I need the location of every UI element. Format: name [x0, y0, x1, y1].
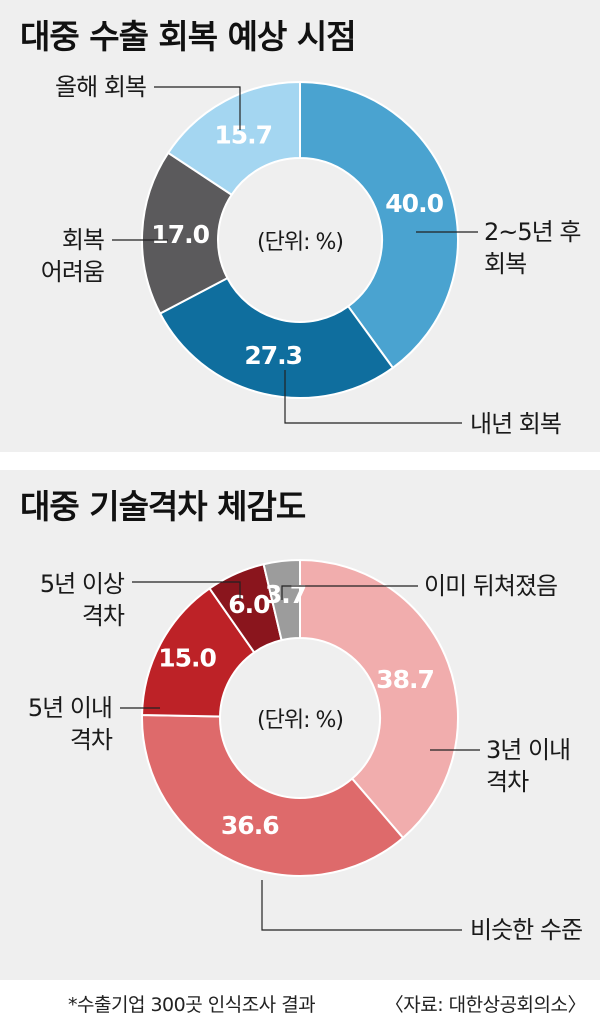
category-label: 이미 뒤쳐졌음: [424, 572, 557, 600]
leader-line: [261, 880, 462, 931]
data-label: 3.7: [265, 580, 306, 609]
data-label: 15.0: [158, 644, 216, 673]
unit-label: (단위: %): [257, 230, 343, 255]
survey-note: *수출기업 300곳 인식조사 결과: [68, 994, 316, 1016]
leader-line: [284, 370, 462, 424]
chart-title: 대중 수출 회복 예상 시점: [20, 17, 357, 56]
unit-label: (단위: %): [257, 708, 343, 733]
slice-0-1: [158, 276, 395, 399]
data-label: 38.7: [376, 665, 434, 694]
donut-chart-export-recovery: 40.0 2~5년 후 회복 27.3 내년 회복 17.0 회복 어려움 15.7 올해 회복 (…: [41, 73, 582, 438]
chart-title: 대중 기술격차 체감도: [20, 487, 306, 526]
footer: *수출기업 300곳 인식조사 결과 〈자료: 대한상공회의소〉: [0, 988, 600, 1018]
data-label: 27.3: [244, 341, 302, 370]
category-label: 2~5년 후 회복: [484, 218, 580, 278]
donut-chart-tech-gap: 38.7 3년 이내 격차 36.6 비슷한 수준 15.0 5년 이내 격차 6.0 5년 이상…: [28, 558, 583, 944]
data-label: 17.0: [151, 220, 209, 249]
slice-1-4: [262, 558, 301, 642]
data-label: 40.0: [385, 189, 443, 218]
leader-line: [132, 581, 241, 600]
data-label: 36.6: [221, 811, 279, 840]
data-label: 15.7: [214, 120, 272, 149]
category-label: 올해 회복: [55, 73, 146, 101]
category-label: 5년 이상 격차: [40, 570, 125, 630]
category-label: 3년 이내 격차: [486, 736, 570, 796]
leader-line: [154, 86, 241, 130]
category-label: 비슷한 수준: [470, 916, 582, 944]
slice-0-0: [299, 80, 459, 370]
data-label: 6.0: [228, 590, 270, 619]
slice-0-2: [141, 151, 233, 315]
category-label: 회복 어려움: [41, 226, 104, 286]
chart-panel-export-recovery: 대중 수출 회복 예상 시점 40.0 2~5년 후 회복 27.3 내년 회복 17.0…: [0, 0, 600, 452]
leader-line: [281, 585, 418, 600]
source-credit: 〈자료: 대한상공회의소〉: [384, 994, 587, 1016]
slice-0-3: [166, 80, 301, 197]
category-label: 내년 회복: [470, 410, 561, 438]
slice-1-1: [141, 714, 405, 877]
category-label: 5년 이내 격차: [28, 694, 113, 754]
chart-panel-tech-gap: 대중 기술격차 체감도 38.7 3년 이내 격차 36.6 비슷한 수준 15.0 5년 …: [0, 470, 600, 980]
slice-1-0: [299, 558, 459, 840]
